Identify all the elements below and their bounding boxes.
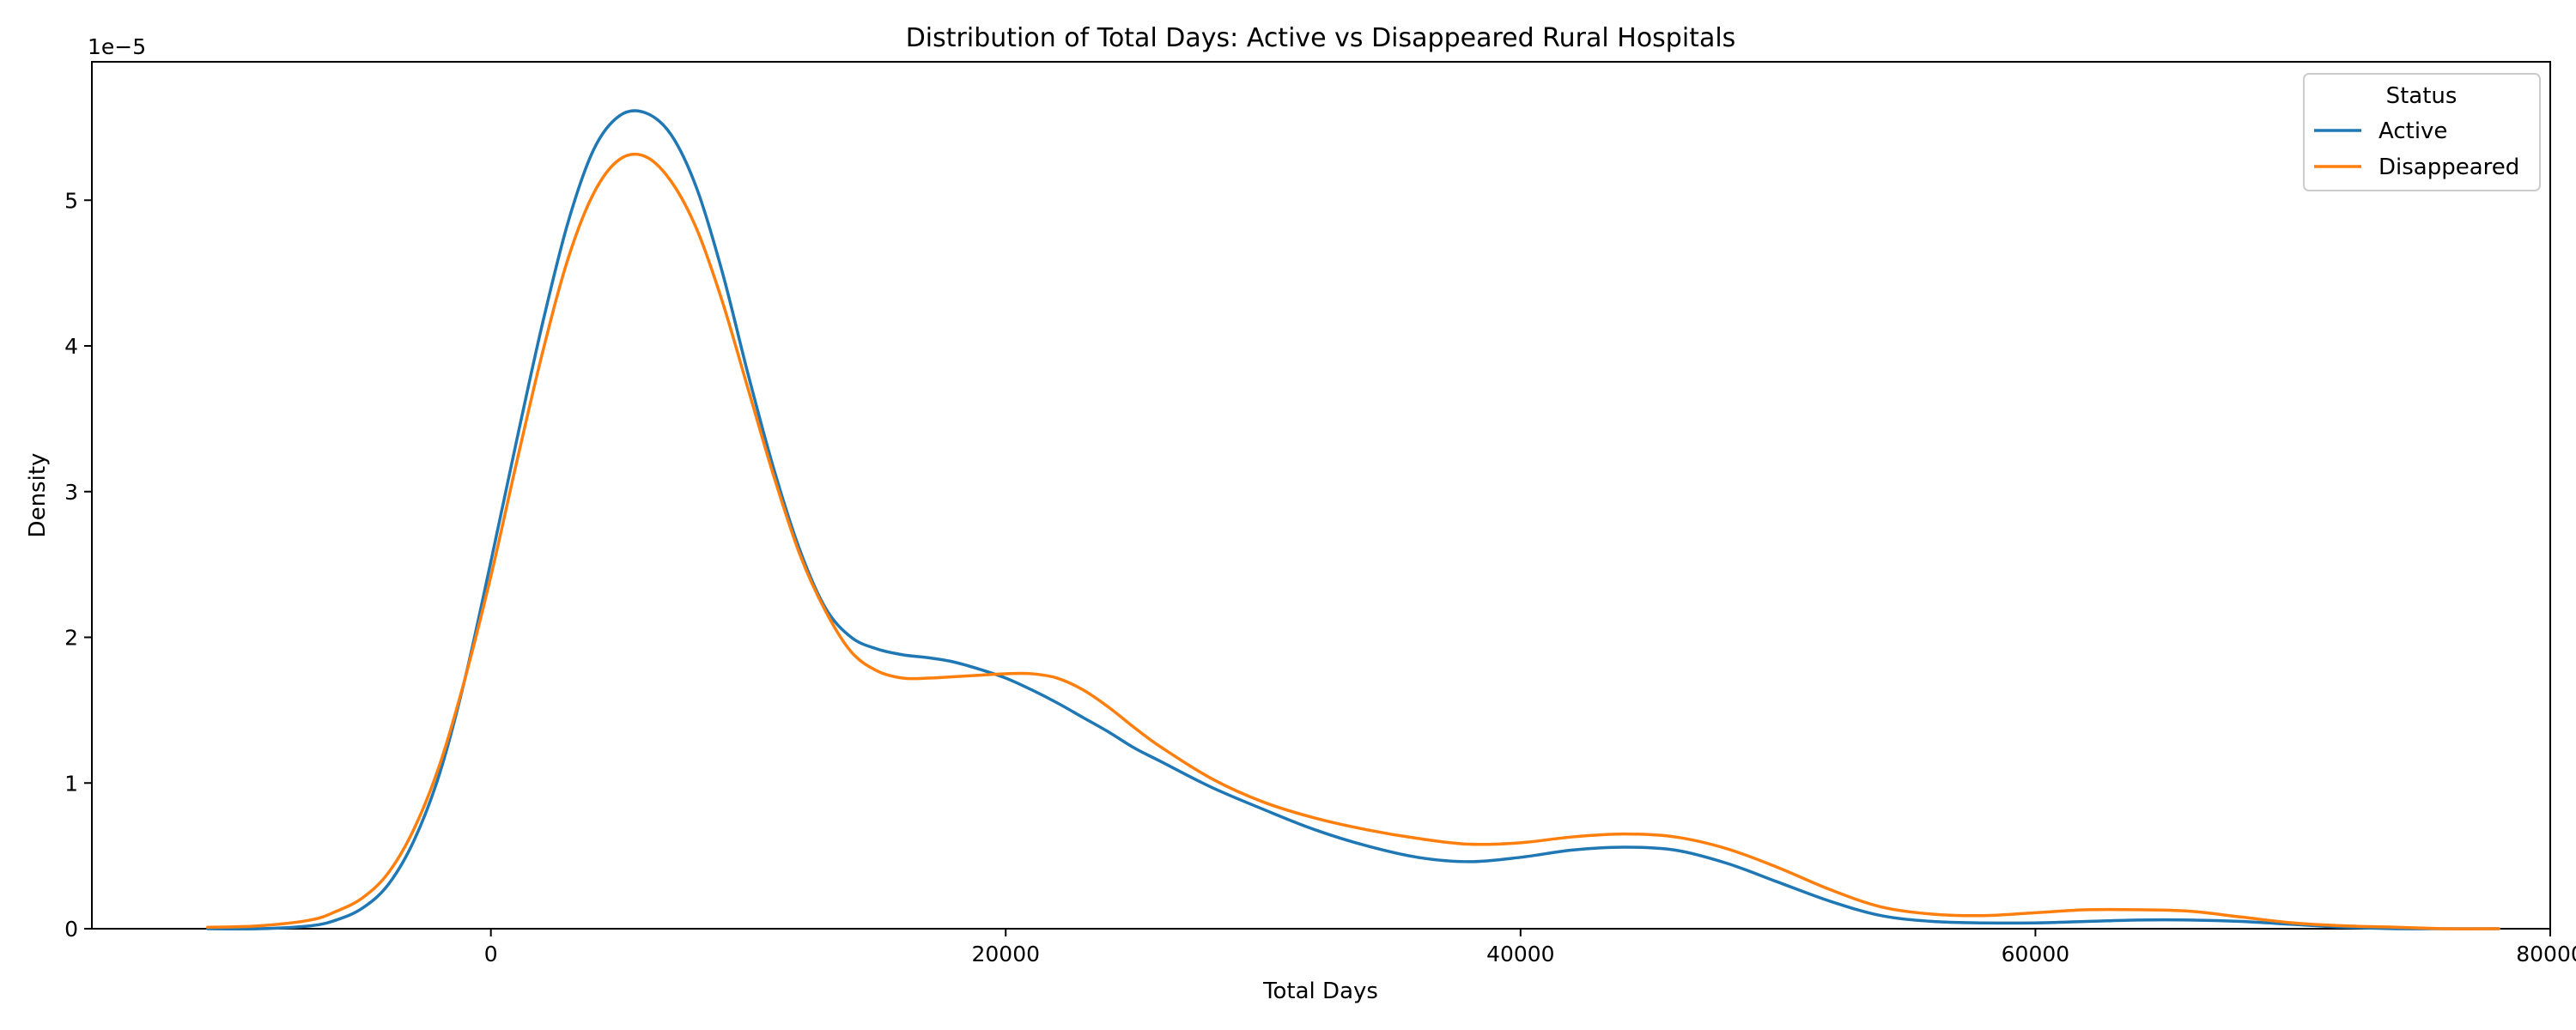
chart-title: Distribution of Total Days: Active vs Di… [906,23,1736,53]
legend-entry-active: Active [2314,118,2447,144]
series-line-disappeared [206,152,2500,930]
legend-title: Status [2386,83,2458,109]
x-tick-label: 0 [484,942,498,966]
y-tick-label: 5 [64,188,78,213]
y-tick-label: 2 [64,626,78,651]
y-scale-multiplier: 1e−5 [88,34,146,59]
legend-label: Disappeared [2379,154,2519,180]
y-tick-label: 4 [64,334,78,359]
series-line-active [206,109,2500,931]
legend-entry-disappeared: Disappeared [2314,154,2519,180]
x-tick-label: 40000 [1486,942,1555,966]
series-layer [206,109,2500,931]
y-axis-ticks: 0 1 2 3 4 5 [64,188,92,942]
legend: Status Active Disappeared [2303,73,2541,191]
y-axis-label: Density [25,453,51,538]
x-tick-label: 20000 [971,942,1040,966]
y-tick-label: 0 [64,917,78,942]
y-tick-label: 1 [64,771,78,796]
x-axis-label: Total Days [1262,978,1378,1004]
legend-label: Active [2379,118,2447,144]
y-tick-label: 3 [64,480,78,505]
legend-entries: Active Disappeared [2314,118,2519,180]
x-tick-label: 60000 [2002,942,2070,966]
plot-frame [91,61,2551,930]
legend-box [2303,73,2541,191]
